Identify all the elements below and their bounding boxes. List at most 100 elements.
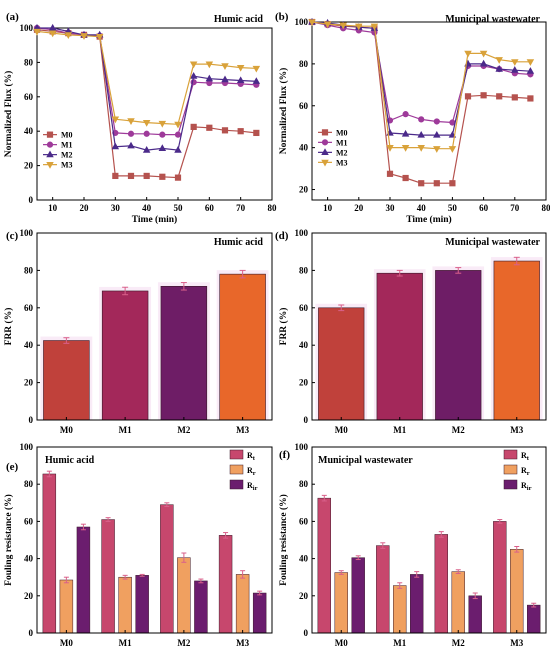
legend-item: M3: [318, 158, 348, 167]
legend-item: Rt: [503, 449, 530, 462]
x-tick-label: M3: [236, 425, 249, 435]
data-point: [417, 130, 425, 138]
x-tick-label: M1: [119, 638, 132, 648]
bar-Rir: [194, 580, 208, 634]
data-point: [526, 67, 535, 74]
y-tick-label: 60: [299, 101, 309, 111]
bar-Rir: [468, 595, 482, 634]
data-point: [189, 61, 198, 69]
y-tick-label: 80: [24, 265, 34, 275]
legend-item: Rr: [503, 464, 530, 477]
y-tick-label: 40: [299, 554, 309, 564]
data-point: [174, 131, 182, 138]
legend-item: M0: [43, 131, 73, 140]
x-tick-label: 80: [542, 203, 550, 213]
bar-Rt: [376, 545, 390, 634]
x-tick-label: 70: [510, 203, 520, 213]
data-point: [464, 93, 472, 100]
y-tick-label: 80: [299, 265, 309, 275]
legend-marker: [321, 148, 329, 155]
bar-Rr: [510, 549, 524, 634]
data-point: [205, 74, 214, 82]
panel-label: (a): [6, 11, 19, 23]
data-point: [48, 30, 57, 38]
panel-label: (b): [275, 11, 289, 23]
y-tick-label: 100: [20, 23, 34, 33]
legend-item: M2: [318, 148, 348, 157]
data-point: [252, 77, 261, 84]
data-point: [127, 172, 135, 180]
x-tick-label: 60: [205, 203, 215, 213]
legend-label-subscript: ir: [253, 485, 258, 492]
x-tick-label: M0: [335, 638, 348, 648]
legend-item: Rir: [503, 479, 532, 492]
bar-Rr: [177, 557, 191, 634]
data-point: [386, 145, 394, 152]
legend-item: Rr: [229, 464, 256, 477]
legend-marker: [321, 129, 329, 136]
y-tick-label: 0: [304, 628, 309, 638]
x-tick-label: M1: [393, 638, 406, 648]
panel-title: Humic acid: [45, 455, 95, 466]
legend-label: M0: [61, 131, 73, 140]
x-tick-label: 50: [448, 203, 458, 213]
series-M3: [33, 28, 261, 129]
data-point: [253, 129, 260, 137]
bar-Rir: [135, 575, 149, 634]
y-tick-label: 80: [299, 479, 309, 489]
legend-label: Rt: [247, 451, 256, 462]
y-tick-label: 100: [295, 442, 309, 452]
x-tick-label: 30: [386, 203, 396, 213]
y-tick-label: 0: [29, 628, 34, 638]
data-point: [418, 180, 425, 187]
panel-title: Municipal wastewater: [445, 14, 540, 25]
data-point: [48, 23, 57, 31]
data-point: [495, 57, 503, 64]
x-tick-label: M3: [510, 425, 523, 435]
x-tick-label: 10: [48, 203, 58, 213]
x-tick-label: M2: [177, 638, 190, 648]
data-point: [370, 23, 379, 31]
legend-swatch: [503, 479, 518, 490]
data-point: [479, 59, 488, 67]
data-point: [418, 116, 425, 123]
data-point: [237, 128, 244, 135]
x-tick-label: 10: [323, 203, 333, 213]
x-tick-label: M2: [452, 425, 465, 435]
legend-label-base: R: [247, 466, 253, 475]
data-point: [386, 170, 394, 177]
y-tick-label: 60: [299, 303, 309, 313]
x-tick-label: 60: [479, 203, 489, 213]
panel-label: (e): [6, 461, 19, 473]
series-line: [311, 21, 531, 124]
data-point: [64, 32, 73, 40]
legend-label: Rr: [247, 466, 256, 477]
data-point: [526, 59, 535, 66]
data-point: [433, 146, 441, 153]
y-tick-label: 60: [24, 516, 34, 526]
data-point: [433, 180, 440, 187]
data-point: [143, 172, 150, 180]
data-point: [479, 50, 488, 58]
data-point: [448, 130, 457, 138]
data-point: [221, 127, 229, 134]
data-point: [159, 131, 166, 138]
bar: [493, 260, 540, 421]
data-point: [401, 145, 410, 152]
data-point: [127, 118, 135, 126]
legend-marker: [46, 162, 54, 169]
bar-Rr: [393, 585, 407, 634]
legend-label-subscript: ir: [527, 485, 532, 492]
legend-label: M3: [61, 161, 73, 170]
y-tick-label: 20: [299, 591, 309, 601]
legend-label-base: R: [521, 451, 527, 460]
bar-Rr: [118, 576, 132, 634]
y-tick-label: 20: [24, 591, 34, 601]
x-tick-label: M0: [60, 425, 73, 435]
legend-swatch: [229, 449, 244, 460]
y-tick-label: 20: [24, 161, 34, 171]
data-point: [402, 174, 409, 182]
legend-marker: [46, 131, 54, 138]
data-point: [95, 34, 104, 41]
bar-Rt: [218, 535, 233, 634]
